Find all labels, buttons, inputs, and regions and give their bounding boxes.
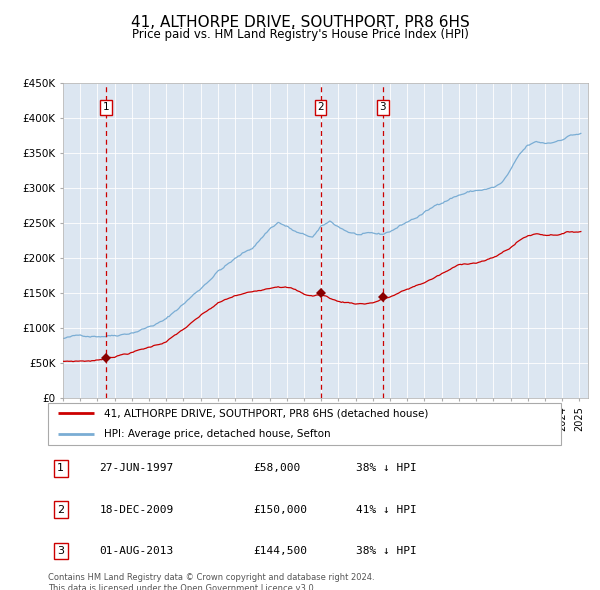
Text: 41% ↓ HPI: 41% ↓ HPI bbox=[356, 505, 416, 514]
Text: 2: 2 bbox=[317, 102, 324, 112]
Text: 41, ALTHORPE DRIVE, SOUTHPORT, PR8 6HS (detached house): 41, ALTHORPE DRIVE, SOUTHPORT, PR8 6HS (… bbox=[104, 408, 429, 418]
Text: 41, ALTHORPE DRIVE, SOUTHPORT, PR8 6HS: 41, ALTHORPE DRIVE, SOUTHPORT, PR8 6HS bbox=[131, 15, 469, 30]
Text: 38% ↓ HPI: 38% ↓ HPI bbox=[356, 464, 416, 473]
Text: 18-DEC-2009: 18-DEC-2009 bbox=[100, 505, 173, 514]
Text: £58,000: £58,000 bbox=[253, 464, 301, 473]
Text: 01-AUG-2013: 01-AUG-2013 bbox=[100, 546, 173, 556]
Text: 2: 2 bbox=[57, 505, 64, 514]
Text: 38% ↓ HPI: 38% ↓ HPI bbox=[356, 546, 416, 556]
FancyBboxPatch shape bbox=[48, 403, 561, 445]
Text: £144,500: £144,500 bbox=[253, 546, 307, 556]
Text: £150,000: £150,000 bbox=[253, 505, 307, 514]
Text: 1: 1 bbox=[58, 464, 64, 473]
Text: 3: 3 bbox=[58, 546, 64, 556]
Text: HPI: Average price, detached house, Sefton: HPI: Average price, detached house, Seft… bbox=[104, 428, 331, 438]
Text: 3: 3 bbox=[380, 102, 386, 112]
Text: Contains HM Land Registry data © Crown copyright and database right 2024.
This d: Contains HM Land Registry data © Crown c… bbox=[48, 573, 374, 590]
Text: 1: 1 bbox=[103, 102, 109, 112]
Text: 27-JUN-1997: 27-JUN-1997 bbox=[100, 464, 173, 473]
Text: Price paid vs. HM Land Registry's House Price Index (HPI): Price paid vs. HM Land Registry's House … bbox=[131, 28, 469, 41]
